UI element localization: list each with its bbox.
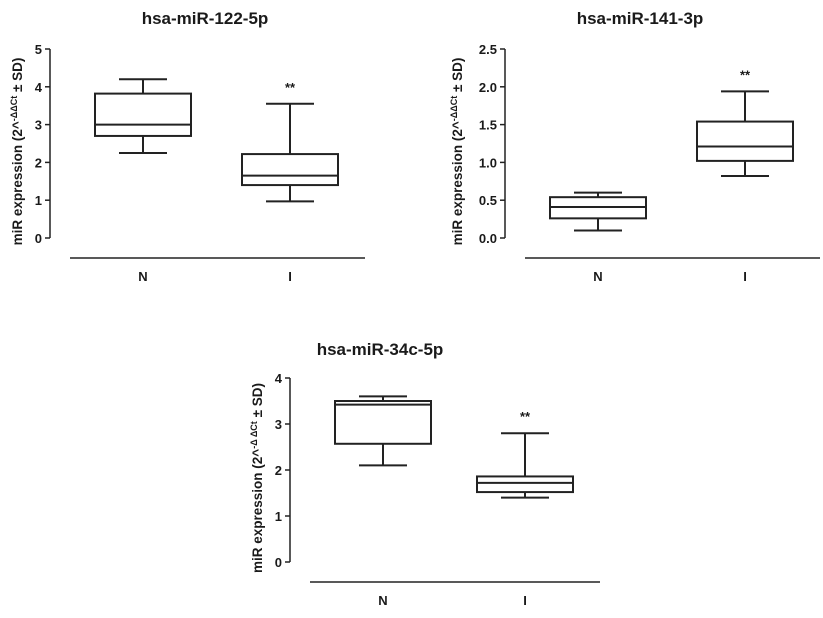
x-tick-label: I [288, 269, 292, 284]
y-tick-label: 1 [35, 193, 42, 208]
y-tick-label: 1.0 [479, 155, 497, 170]
x-tick-label: I [523, 593, 527, 608]
y-axis-label: miR expression (2^-ΔΔCt ± SD) [9, 58, 25, 246]
chart-title: hsa-miR-122-5p [142, 9, 269, 28]
y-tick-label: 2.0 [479, 80, 497, 95]
y-tick-label: 2 [275, 463, 282, 478]
box-I: ** [476, 409, 574, 499]
significance-annotation: ** [520, 409, 531, 424]
y-tick-label: 3 [35, 118, 42, 133]
significance-annotation: ** [740, 67, 751, 82]
y-tick-label: 3 [275, 417, 282, 432]
box-N [94, 78, 192, 154]
box-N [334, 395, 432, 467]
box-I: ** [241, 80, 339, 203]
iqr-box [476, 475, 574, 494]
y-tick-label: 4 [35, 80, 43, 95]
y-tick-label: 0 [35, 231, 42, 246]
x-tick-label: N [593, 269, 602, 284]
x-tick-label: N [378, 593, 387, 608]
y-axis-label: miR expression (2^-Δ ΔCt ± SD) [249, 383, 265, 573]
box-N [549, 191, 647, 232]
iqr-box [241, 153, 339, 187]
y-tick-label: 0 [275, 555, 282, 570]
iqr-box [94, 92, 192, 137]
y-tick-label: 0.5 [479, 193, 497, 208]
significance-annotation: ** [285, 80, 296, 95]
x-tick-label: I [743, 269, 747, 284]
y-tick-label: 0.0 [479, 231, 497, 246]
y-tick-label: 2.5 [479, 42, 497, 57]
iqr-box [334, 400, 432, 445]
y-tick-label: 2 [35, 155, 42, 170]
y-tick-label: 1 [275, 509, 282, 524]
y-tick-label: 1.5 [479, 118, 497, 133]
chart-title: hsa-miR-34c-5p [317, 340, 444, 359]
x-tick-label: N [138, 269, 147, 284]
panel-1: hsa-miR-122-5p miR expression (2^-ΔΔCt ± … [9, 9, 365, 284]
y-tick-label: 5 [35, 42, 42, 57]
panel-3: hsa-miR-34c-5p miR expression (2^-Δ ΔCt ±… [249, 340, 600, 608]
y-tick-label: 4 [275, 371, 283, 386]
chart-title: hsa-miR-141-3p [577, 9, 704, 28]
y-axis-label: miR expression (2^-ΔΔCt ± SD) [449, 58, 465, 246]
panel-2: hsa-miR-141-3p miR expression (2^-ΔΔCt ± … [449, 9, 820, 284]
iqr-box [696, 120, 794, 162]
box-I: ** [696, 67, 794, 178]
